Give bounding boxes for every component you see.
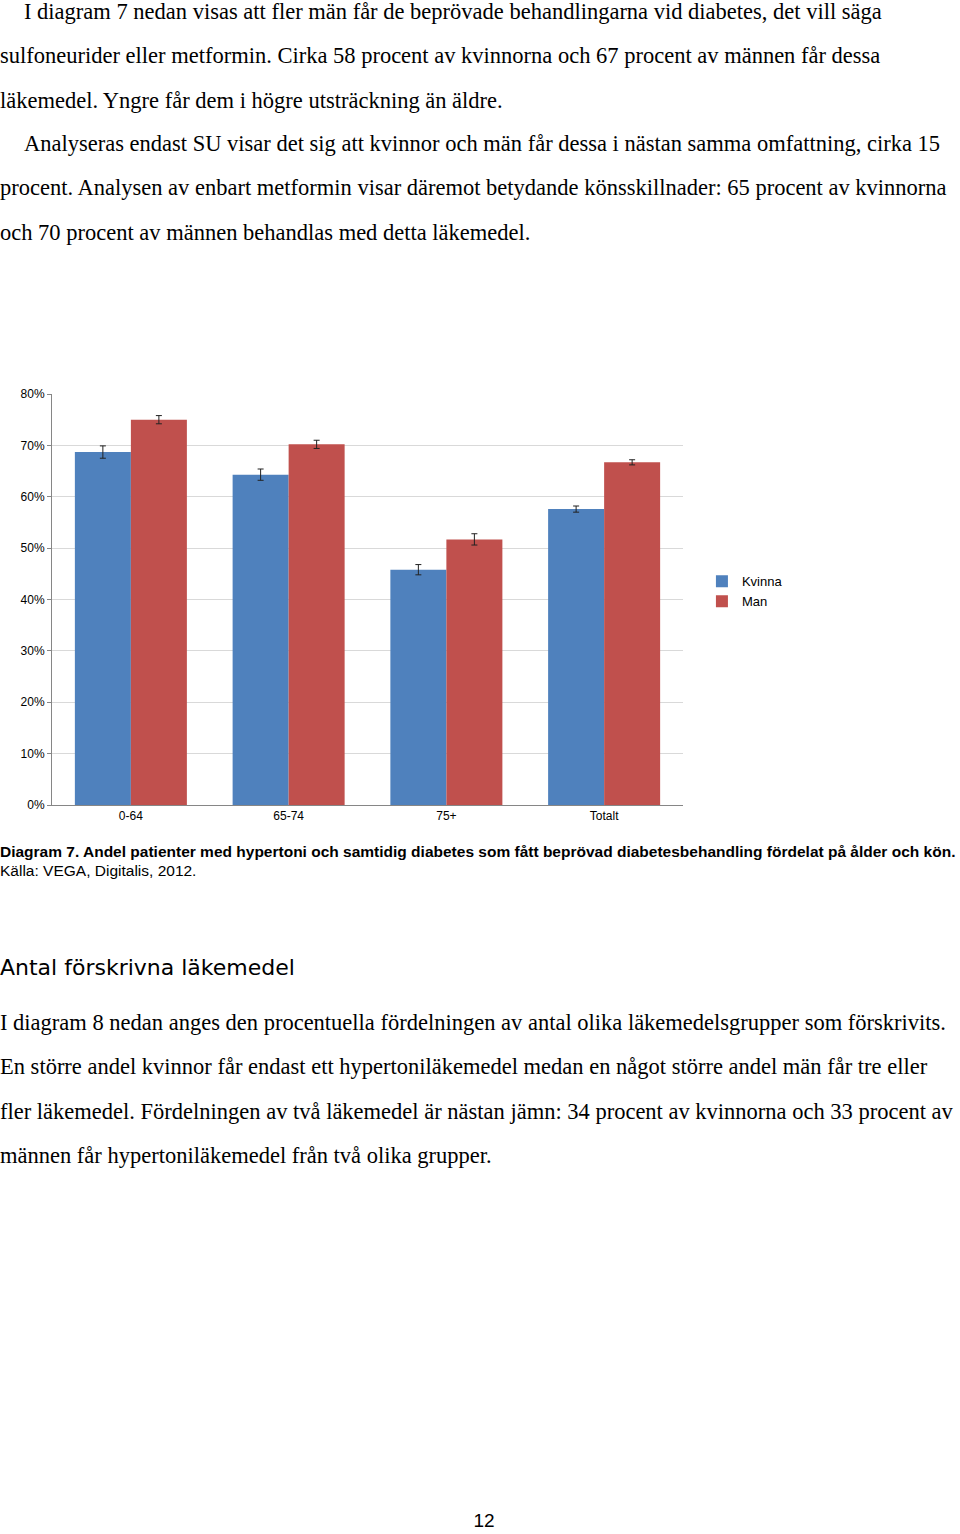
- svg-text:65-74: 65-74: [273, 809, 304, 823]
- svg-text:80%: 80%: [21, 387, 45, 401]
- html-text:Analyseras endast SU visar det: Analyseras endast SU visar det sig att k…: [0, 131, 947, 245]
- svg-text:20%: 20%: [21, 695, 45, 709]
- svg-text:50%: 50%: [21, 541, 45, 555]
- html-text:Antal förskrivna läkemedel: Antal förskrivna läkemedel: [0, 955, 295, 980]
- svg-text:10%: 10%: [21, 747, 45, 761]
- svg-text:Kvinna: Kvinna: [742, 574, 783, 589]
- html-text:12: 12: [473, 1510, 495, 1531]
- html-text:I diagram 7 nedan visas att fl: I diagram 7 nedan visas att fler män får…: [0, 0, 882, 113]
- svg-text:75+: 75+: [436, 809, 456, 823]
- html-text:I diagram 8 nedan anges den pr: I diagram 8 nedan anges den procentuella…: [0, 1010, 953, 1168]
- svg-text:30%: 30%: [21, 644, 45, 658]
- svg-text:Man: Man: [742, 594, 767, 609]
- svg-text:40%: 40%: [21, 593, 45, 607]
- svg-text:Totalt: Totalt: [590, 809, 619, 823]
- svg-text:0-64: 0-64: [119, 809, 143, 823]
- html-text:Källa: VEGA, Digitalis, 2012.: Källa: VEGA, Digitalis, 2012.: [0, 862, 197, 879]
- svg-text:0%: 0%: [27, 798, 45, 812]
- html-text:Diagram 7. Andel patienter med: Diagram 7. Andel patienter med hypertoni…: [0, 843, 956, 860]
- svg-text:60%: 60%: [21, 490, 45, 504]
- svg-text:70%: 70%: [21, 439, 45, 453]
